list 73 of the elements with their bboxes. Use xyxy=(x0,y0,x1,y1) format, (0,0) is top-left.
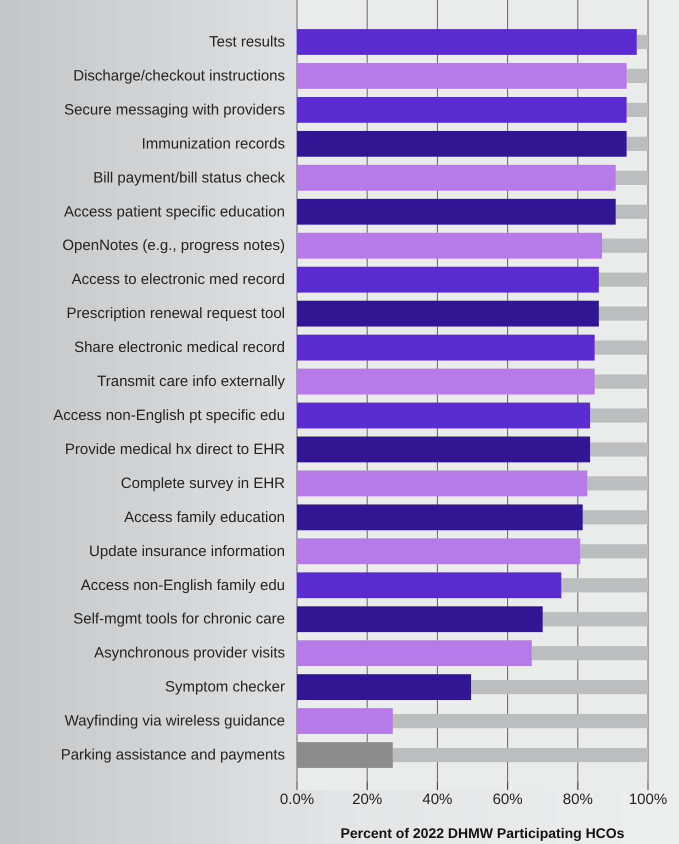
y-tick-label: Test results xyxy=(209,33,285,50)
bar xyxy=(297,640,532,666)
x-axis-title: Percent of 2022 DHMW Participating HCOs xyxy=(340,825,625,841)
y-tick-label: Access non-English pt specific edu xyxy=(53,406,285,424)
bar xyxy=(532,646,648,660)
bar xyxy=(582,510,648,524)
bar xyxy=(297,164,616,191)
bar xyxy=(297,29,637,55)
bar xyxy=(626,102,648,117)
x-tick-label: 100% xyxy=(628,791,668,808)
bar xyxy=(598,272,648,287)
bar xyxy=(297,266,599,293)
bar xyxy=(297,470,588,496)
bar xyxy=(616,204,648,219)
bar xyxy=(594,340,648,355)
bar xyxy=(590,408,648,423)
y-tick-label: Transmit care info externally xyxy=(97,373,286,390)
bar xyxy=(598,306,648,321)
bar xyxy=(297,368,595,394)
bar xyxy=(297,606,543,632)
y-tick-label: Access to electronic med record xyxy=(72,271,285,288)
y-tick-label: Symptom checker xyxy=(164,678,285,696)
bar xyxy=(542,612,648,626)
bar xyxy=(594,374,648,389)
bar xyxy=(297,232,602,259)
y-tick-label: Complete survey in EHR xyxy=(120,474,286,492)
y-tick-label: Access non-English family edu xyxy=(80,576,285,594)
y-tick-label: Access family education xyxy=(124,508,285,526)
y-tick-label: Self-mgmt tools for chronic care xyxy=(73,610,285,628)
bar xyxy=(297,63,627,89)
bar xyxy=(636,34,648,50)
y-tick-label: Share electronic medical record xyxy=(74,339,285,356)
y-tick-label: Parking assistance and payments xyxy=(60,746,285,764)
bar xyxy=(297,708,393,734)
x-tick-label: 0.0% xyxy=(280,791,314,808)
y-tick-label: Secure messaging with providers xyxy=(64,101,285,118)
y-tick-label: Asynchronous provider visits xyxy=(94,644,285,662)
bar xyxy=(590,442,648,457)
y-tick-label: Discharge/checkout instructions xyxy=(73,67,285,84)
bar xyxy=(392,714,648,728)
bar xyxy=(626,68,648,84)
bar xyxy=(297,504,583,530)
x-tick-label: 80% xyxy=(562,791,593,808)
bar xyxy=(392,748,648,762)
bar xyxy=(297,334,595,360)
bar xyxy=(297,198,616,225)
bar xyxy=(626,136,648,151)
y-tick-label: Prescription renewal request tool xyxy=(66,305,285,322)
bar xyxy=(297,538,580,564)
x-tick-label: 40% xyxy=(422,791,452,808)
bar xyxy=(297,130,627,157)
bar xyxy=(297,300,599,327)
y-tick-label: Bill payment/bill status check xyxy=(93,169,286,186)
bar xyxy=(471,680,648,694)
bar xyxy=(297,402,590,428)
y-tick-label: OpenNotes (e.g., progress notes) xyxy=(62,237,285,254)
x-tick-label: 20% xyxy=(352,791,382,808)
bar xyxy=(616,170,648,185)
x-tick-label: 60% xyxy=(492,791,523,808)
bar xyxy=(297,674,472,700)
bar xyxy=(587,476,648,490)
bar xyxy=(580,544,648,558)
bar xyxy=(602,238,648,253)
bar xyxy=(561,578,648,592)
y-tick-label: Immunization records xyxy=(142,135,285,152)
bar xyxy=(297,742,393,768)
y-tick-label: Update insurance information xyxy=(89,542,285,560)
bar xyxy=(297,572,562,598)
bar xyxy=(297,436,590,462)
bar xyxy=(297,96,627,123)
y-tick-label: Provide medical hx direct to EHR xyxy=(64,440,286,458)
y-tick-label: Wayfinding via wireless guidance xyxy=(64,712,285,730)
y-tick-label: Access patient specific education xyxy=(64,203,285,220)
